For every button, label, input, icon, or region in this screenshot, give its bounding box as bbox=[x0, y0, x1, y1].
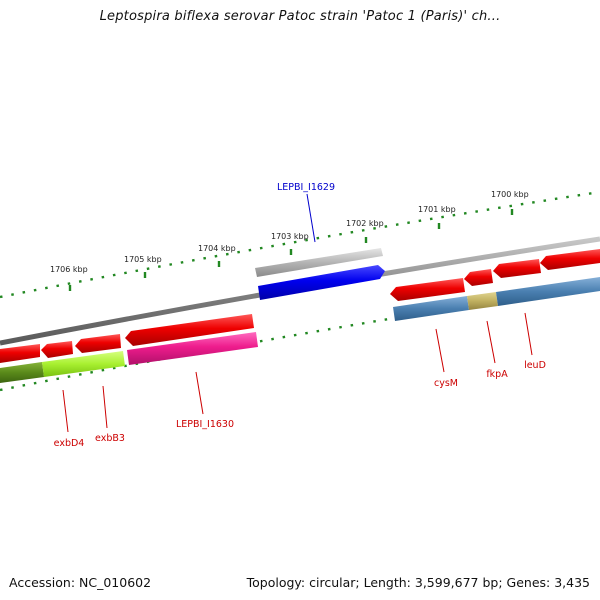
gene-label-exbb3[interactable]: exbB3 bbox=[95, 433, 125, 444]
forward-strand-features bbox=[255, 248, 385, 300]
gene-labels: LEPBI_I1629 exbD4 exbB3 LEPBI_I1630 cysM… bbox=[54, 182, 546, 449]
red-gene-lepbi-i1630 bbox=[125, 314, 254, 346]
callout-lepbi-i1630 bbox=[195, 371, 204, 415]
scale-label-1706: 1706 kbp bbox=[50, 265, 88, 274]
gene-label-cysm[interactable]: cysM bbox=[434, 378, 458, 389]
red-gene-cysm bbox=[390, 278, 465, 301]
red-gene-exbd4-a bbox=[0, 344, 40, 363]
steel-feature-cysm bbox=[393, 296, 469, 321]
red-gene-exbb3 bbox=[75, 334, 121, 353]
red-gene-fkpa bbox=[464, 269, 493, 286]
scale-label-1704: 1704 kbp bbox=[198, 244, 236, 253]
reverse-strand-left bbox=[0, 314, 258, 383]
map-title: Leptospira biflexa serovar Patoc strain … bbox=[99, 9, 501, 24]
scale-label-1701: 1701 kbp bbox=[418, 205, 456, 214]
callout-exbb3 bbox=[102, 385, 108, 429]
callout-leud bbox=[524, 312, 533, 356]
callout-lepbi-i1629 bbox=[306, 193, 316, 243]
callout-exbd4 bbox=[62, 389, 69, 433]
gray-feature-lepbi-i1629 bbox=[255, 248, 383, 277]
gene-label-exbd4[interactable]: exbD4 bbox=[54, 438, 85, 449]
callout-cysm bbox=[435, 328, 445, 373]
red-gene-exbd4 bbox=[41, 341, 73, 358]
gene-label-lepbi-i1630[interactable]: LEPBI_I1630 bbox=[176, 419, 234, 430]
reverse-strand-right bbox=[390, 249, 600, 321]
scale-label-1705: 1705 kbp bbox=[124, 255, 162, 264]
steel-feature-leud bbox=[496, 277, 600, 306]
upper-scale-ruler: 1706 kbp 1705 kbp 1704 kbp 1703 kbp 1702… bbox=[0, 190, 600, 299]
scale-label-1700: 1700 kbp bbox=[491, 190, 529, 199]
gene-label-leud[interactable]: leuD bbox=[524, 360, 546, 371]
scale-label-1702: 1702 kbp bbox=[346, 219, 384, 228]
upper-ruler-major-ticks bbox=[68, 209, 514, 291]
red-gene-leud bbox=[493, 259, 541, 278]
lime-feature-exbb3 bbox=[42, 351, 125, 377]
gene-label-fkpa[interactable]: fkpA bbox=[486, 369, 508, 380]
khaki-feature-fkpa bbox=[467, 292, 498, 310]
callout-lines bbox=[62, 193, 533, 433]
gene-label-lepbi-i1629[interactable]: LEPBI_I1629 bbox=[277, 182, 335, 193]
scale-label-1703: 1703 kbp bbox=[271, 232, 309, 241]
red-gene-right-edge bbox=[540, 249, 600, 270]
genome-summary-text: Topology: circular; Length: 3,599,677 bp… bbox=[246, 575, 590, 590]
callout-fkpa bbox=[486, 320, 496, 364]
olive-feature-exbd4 bbox=[0, 362, 44, 383]
magenta-feature-lepbi-i1630 bbox=[127, 332, 258, 365]
accession-text: Accession: NC_010602 bbox=[9, 575, 152, 590]
blue-gene-lepbi-i1629 bbox=[258, 265, 385, 300]
